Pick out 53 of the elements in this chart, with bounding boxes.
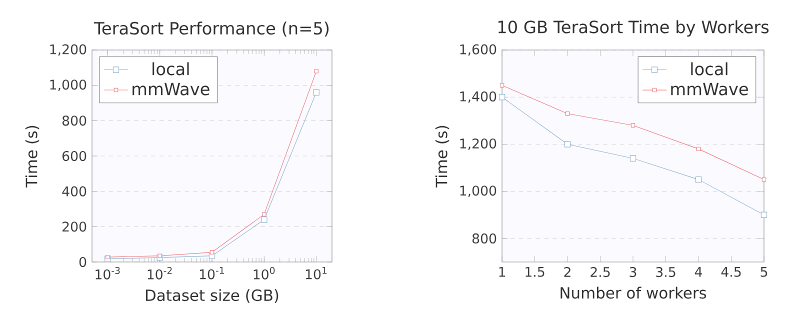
x-axis-title: Number of workers [560, 286, 706, 299]
point [500, 83, 504, 88]
y-tick-label: 600 [62, 150, 86, 162]
legend-label: mmWave [132, 82, 210, 96]
y-tick-label: 1,600 [460, 44, 496, 56]
point [695, 176, 702, 183]
point [762, 177, 766, 182]
chart-title: 10 GB TeraSort Time by Workers [498, 20, 769, 37]
y-tick-label: 1,200 [460, 138, 496, 150]
y-tick-label: 0 [79, 256, 86, 268]
point [630, 123, 636, 128]
y-tick-label: 1,000 [50, 80, 86, 92]
legend-label: mmWave [671, 82, 748, 96]
point [210, 250, 214, 254]
x-axis-title: Dataset size (GB) [146, 289, 278, 303]
x-tick-label: 2 [564, 266, 570, 277]
x-tick-label: 1.5 [526, 266, 544, 277]
chart-title: TeraSort Performance (n=5) [94, 22, 329, 37]
point [696, 146, 701, 152]
x-tick-label: 2.5 [590, 266, 610, 278]
point [314, 69, 318, 74]
point [565, 112, 570, 116]
x-tick-label: 3 [630, 266, 636, 278]
y-tick-label: 1,000 [460, 186, 496, 198]
legend-label: local [152, 62, 189, 76]
point [760, 212, 768, 218]
point [313, 89, 320, 96]
point [564, 141, 571, 148]
y-tick-label: 1,200 [50, 44, 86, 56]
x-tick-label: 4.5 [721, 266, 741, 277]
x-tick-label: 10$^{-3}$ [96, 266, 120, 280]
point [261, 216, 268, 223]
y-tick-label: 200 [62, 222, 86, 232]
y-tick-label: 800 [62, 116, 86, 126]
y-tick-label: 800 [472, 233, 496, 244]
point [158, 254, 162, 258]
point [630, 155, 636, 162]
point [498, 94, 506, 100]
x-tick-label: 4 [694, 266, 702, 277]
point [262, 212, 266, 216]
point [106, 254, 110, 260]
y-tick-label: 400 [62, 186, 86, 196]
x-tick-label: 1 [499, 266, 506, 277]
x-tick-label: 3.5 [656, 266, 676, 278]
legend-label: local [691, 62, 728, 76]
x-tick-label: 10$^{1}$ [306, 266, 327, 280]
y-tick-label: 1,400 [460, 91, 496, 103]
y-axis-title: Time (s) [25, 126, 40, 188]
y-axis-title: Time (s) [435, 126, 450, 188]
x-tick-label: 10$^{-2}$ [148, 266, 172, 280]
x-tick-label: 10$^{-1}$ [200, 266, 224, 280]
x-tick-label: 5 [760, 266, 768, 277]
x-tick-label: 10$^{0}$ [254, 266, 275, 280]
